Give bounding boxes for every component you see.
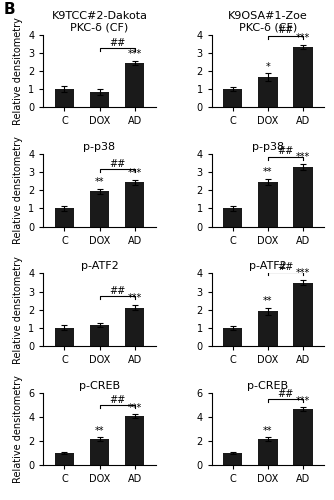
Bar	[125, 63, 144, 108]
Text: ***: ***	[296, 152, 310, 162]
Bar	[90, 325, 109, 346]
Bar	[223, 453, 242, 465]
Text: ***: ***	[128, 49, 142, 59]
Text: B: B	[3, 2, 15, 18]
Text: ##: ##	[277, 262, 294, 272]
Text: ***: ***	[296, 268, 310, 278]
Title: K9OSA#1-Zoe
PKC-δ (CF): K9OSA#1-Zoe PKC-δ (CF)	[228, 11, 308, 33]
Title: p-CREB: p-CREB	[79, 380, 120, 390]
Bar	[258, 182, 278, 226]
Text: ##: ##	[109, 286, 125, 296]
Bar	[258, 312, 278, 346]
Text: **: **	[95, 426, 104, 436]
Bar	[55, 453, 74, 465]
Bar	[90, 92, 109, 108]
Text: ***: ***	[128, 403, 142, 413]
Text: ***: ***	[128, 294, 142, 304]
Y-axis label: Relative densitometry: Relative densitometry	[13, 136, 23, 244]
Text: ***: ***	[296, 33, 310, 43]
Text: ##: ##	[277, 26, 294, 36]
Bar	[55, 89, 74, 108]
Text: **: **	[263, 296, 273, 306]
Bar	[293, 409, 313, 465]
Bar	[223, 328, 242, 346]
Bar	[125, 308, 144, 346]
Y-axis label: Relative densitometry: Relative densitometry	[13, 256, 23, 364]
Text: ***: ***	[128, 168, 142, 177]
Text: ***: ***	[296, 396, 310, 406]
Title: p-CREB: p-CREB	[247, 380, 289, 390]
Title: p-ATF2: p-ATF2	[80, 262, 119, 272]
Bar	[223, 89, 242, 108]
Text: ##: ##	[109, 38, 125, 48]
Text: ##: ##	[109, 395, 125, 405]
Bar	[55, 328, 74, 346]
Text: **: **	[263, 426, 273, 436]
Text: **: **	[95, 177, 104, 187]
Bar	[293, 282, 313, 346]
Bar	[55, 208, 74, 226]
Bar	[258, 439, 278, 465]
Title: p-ATF2: p-ATF2	[249, 262, 287, 272]
Title: p-p38: p-p38	[252, 142, 284, 152]
Bar	[258, 78, 278, 108]
Bar	[293, 167, 313, 226]
Bar	[125, 182, 144, 226]
Title: K9TCC#2-Dakota
PKC-δ (CF): K9TCC#2-Dakota PKC-δ (CF)	[51, 11, 148, 33]
Text: *: *	[266, 62, 270, 72]
Text: **: **	[263, 167, 273, 177]
Y-axis label: Relative densitometry: Relative densitometry	[13, 375, 23, 483]
Bar	[90, 439, 109, 465]
Text: ##: ##	[109, 159, 125, 169]
Bar	[293, 46, 313, 108]
Bar	[125, 416, 144, 465]
Text: ##: ##	[277, 389, 294, 399]
Text: ##: ##	[277, 146, 294, 156]
Y-axis label: Relative densitometry: Relative densitometry	[13, 17, 23, 125]
Bar	[90, 192, 109, 226]
Bar	[223, 208, 242, 226]
Title: p-p38: p-p38	[84, 142, 116, 152]
